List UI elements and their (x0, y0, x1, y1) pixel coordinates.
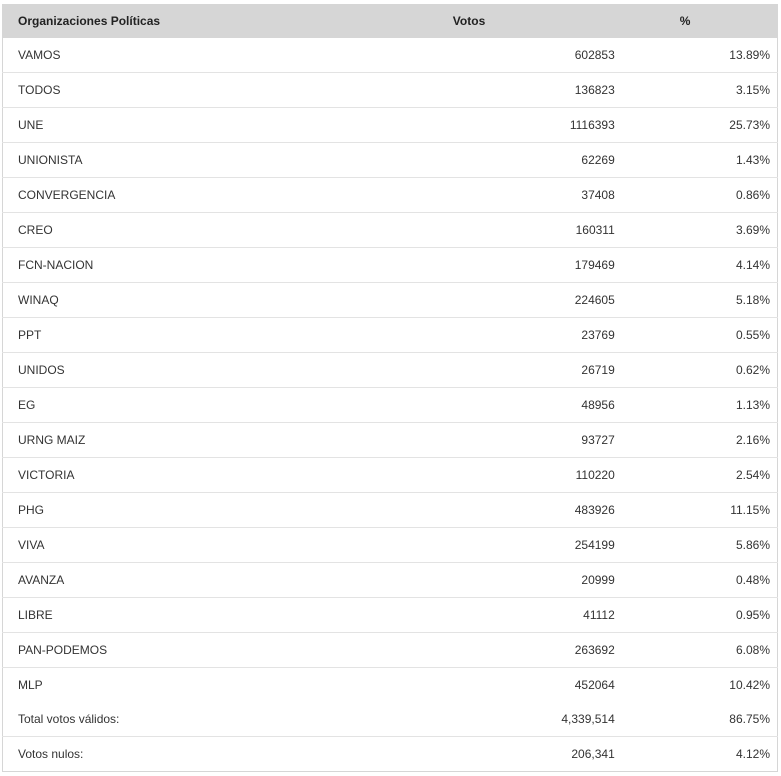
votes-cell: 37408 (311, 177, 615, 213)
percent-cell: 1.43% (614, 142, 778, 178)
votes-cell: 206,341 (311, 736, 615, 772)
votes-cell: 136823 (311, 72, 615, 108)
votes-cell: 23769 (311, 317, 615, 353)
totals-row: Votos nulos: 206,341 4.12% (2, 736, 778, 772)
party-name-cell: LIBRE (2, 597, 312, 633)
party-name-cell: UNIDOS (2, 352, 312, 388)
election-results-table: Organizaciones Políticas Votos % VAMOS 60… (2, 4, 778, 772)
votes-cell: 41112 (311, 597, 615, 633)
percent-cell: 0.95% (614, 597, 778, 633)
party-name-cell: EG (2, 387, 312, 423)
party-name-cell: PHG (2, 492, 312, 528)
table-row: FCN-NACION 179469 4.14% (2, 247, 778, 283)
votes-cell: 93727 (311, 422, 615, 458)
party-name-cell: VICTORIA (2, 457, 312, 493)
party-name-cell: UNE (2, 107, 312, 143)
party-name-cell: Votos nulos: (2, 736, 312, 772)
party-name-cell: MLP (2, 667, 312, 702)
party-name-cell: URNG MAIZ (2, 422, 312, 458)
votes-cell: 62269 (311, 142, 615, 178)
table-totals: Total votos válidos: 4,339,514 86.75% Votos… (2, 702, 778, 772)
percent-cell: 25.73% (614, 107, 778, 143)
votes-cell: 20999 (311, 562, 615, 598)
percent-cell: 0.55% (614, 317, 778, 353)
party-name-cell: PAN-PODEMOS (2, 632, 312, 668)
table-row: UNIDOS 26719 0.62% (2, 352, 778, 388)
votes-cell: 254199 (311, 527, 615, 563)
party-name-cell: CREO (2, 212, 312, 248)
table-row: URNG MAIZ 93727 2.16% (2, 422, 778, 458)
table-header-row: Organizaciones Políticas Votos % (2, 4, 778, 38)
percent-cell: 4.12% (614, 736, 778, 772)
party-name-cell: WINAQ (2, 282, 312, 318)
party-name-cell: FCN-NACION (2, 247, 312, 283)
table-row: PAN-PODEMOS 263692 6.08% (2, 632, 778, 668)
party-name-cell: VIVA (2, 527, 312, 563)
table-row: PHG 483926 11.15% (2, 492, 778, 528)
party-name-cell: AVANZA (2, 562, 312, 598)
party-name-cell: TODOS (2, 72, 312, 108)
votes-cell: 4,339,514 (561, 712, 615, 726)
votes-cell: 452064 (311, 667, 615, 702)
table-row: UNE 1116393 25.73% (2, 107, 778, 143)
votes-cell: 483926 (311, 492, 615, 528)
percent-cell: 0.48% (614, 562, 778, 598)
table-row: PPT 23769 0.55% (2, 317, 778, 353)
table-row: CONVERGENCIA 37408 0.86% (2, 177, 778, 213)
party-name-cell: PPT (2, 317, 312, 353)
header-percent[interactable]: % (614, 4, 778, 38)
votes-cell: 48956 (311, 387, 615, 423)
percent-cell: 2.16% (614, 422, 778, 458)
table-row: AVANZA 20999 0.48% (2, 562, 778, 598)
header-organization[interactable]: Organizaciones Políticas (2, 4, 312, 38)
header-votes[interactable]: Votos (311, 4, 615, 38)
percent-cell: 0.86% (614, 177, 778, 213)
percent-cell: 3.69% (614, 212, 778, 248)
percent-cell: 4.14% (614, 247, 778, 283)
votes-cell: 160311 (311, 212, 615, 248)
table-row: VICTORIA 110220 2.54% (2, 457, 778, 493)
percent-cell: 0.62% (614, 352, 778, 388)
votes-cell: 224605 (311, 282, 615, 318)
votes-cell: 263692 (311, 632, 615, 668)
votes-cell: 110220 (311, 457, 615, 493)
percent-cell: 3.15% (614, 72, 778, 108)
table-row: MLP 452064 10.42% (2, 667, 778, 702)
percent-cell: 11.15% (614, 492, 778, 528)
table-body: VAMOS 602853 13.89% TODOS 136823 3.15% UNE 1116… (2, 38, 778, 702)
party-name-cell: CONVERGENCIA (2, 177, 312, 213)
votes-cell: 1116393 (311, 107, 615, 143)
table-row: EG 48956 1.13% (2, 387, 778, 423)
table-row: WINAQ 224605 5.18% (2, 282, 778, 318)
percent-cell: 5.18% (614, 282, 778, 318)
percent-cell: 10.42% (614, 667, 778, 702)
totals-row: Total votos válidos: 4,339,514 86.75% (3, 702, 778, 737)
table-row: TODOS 136823 3.15% (2, 72, 778, 108)
votes-cell: 26719 (311, 352, 615, 388)
votes-cell: 179469 (311, 247, 615, 283)
party-name-cell: UNIONISTA (2, 142, 312, 178)
party-name-cell: VAMOS (18, 48, 61, 62)
table-row: UNIONISTA 62269 1.43% (2, 142, 778, 178)
table-row: CREO 160311 3.69% (2, 212, 778, 248)
percent-cell: 5.86% (614, 527, 778, 563)
percent-cell: 86.75% (729, 712, 770, 726)
party-name-cell: Total votos válidos: (18, 712, 120, 726)
table-row: VIVA 254199 5.86% (2, 527, 778, 563)
percent-cell: 2.54% (614, 457, 778, 493)
percent-cell: 13.89% (729, 48, 770, 62)
votes-cell: 602853 (574, 48, 615, 62)
percent-cell: 1.13% (614, 387, 778, 423)
percent-cell: 6.08% (614, 632, 778, 668)
table-row: VAMOS 602853 13.89% (3, 38, 778, 73)
table-row: LIBRE 41112 0.95% (2, 597, 778, 633)
